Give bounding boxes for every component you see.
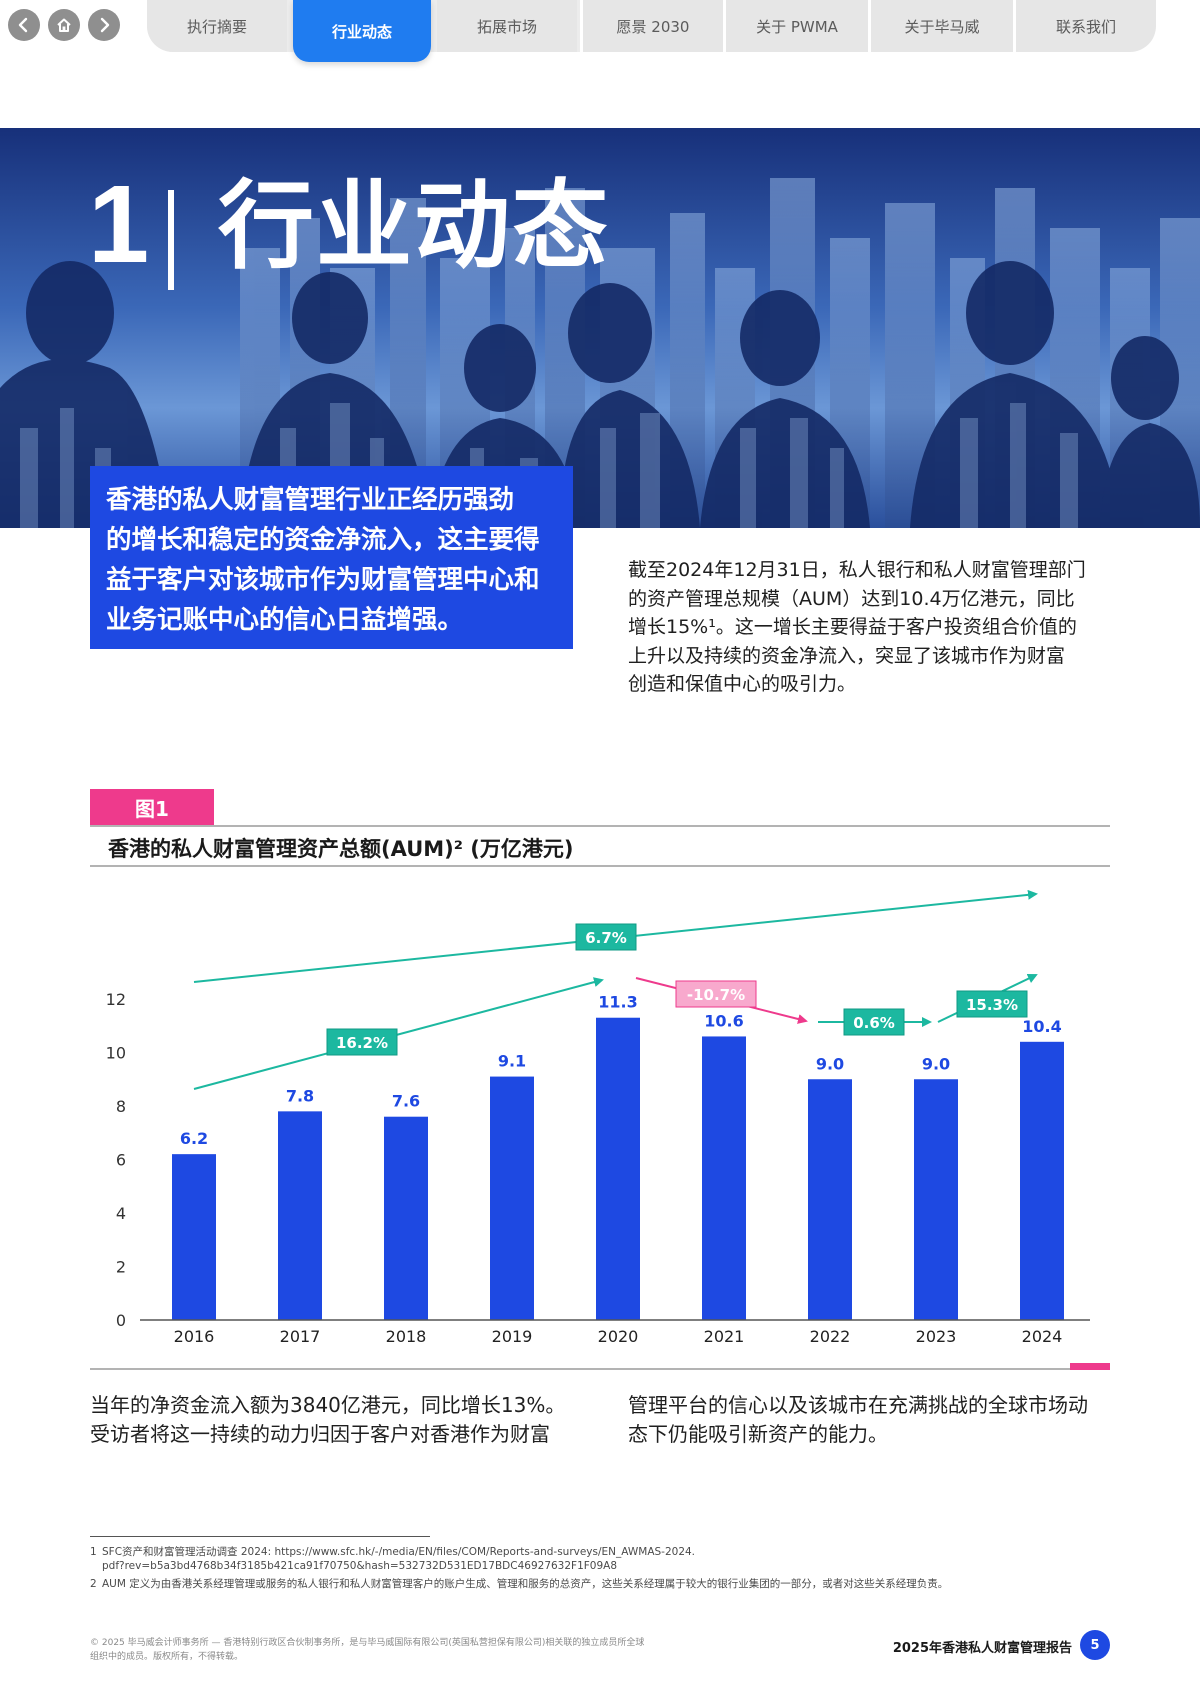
copyright-notice: © 2025 毕马威会计师事务所 — 香港特别行政区合伙制事务所，是与毕马威国际… xyxy=(90,1636,710,1664)
bar-2019 xyxy=(490,1076,534,1320)
growth-rate-badge xyxy=(675,980,757,1008)
tab-vision-2030[interactable]: 愿景 2030 xyxy=(580,0,723,52)
intro-line: 截至2024年12月31日，私人银行和私人财富管理部门 xyxy=(628,559,1086,581)
footnote-number: 2 xyxy=(90,1578,97,1590)
tab-industry-dynamics[interactable]: 行业动态 xyxy=(293,0,431,62)
y-tick-label: 2 xyxy=(116,1258,126,1277)
figure-tag: 图1 xyxy=(90,789,214,825)
data-label: 11.3 xyxy=(598,993,637,1012)
forward-button[interactable] xyxy=(88,9,120,41)
back-icon xyxy=(18,17,28,33)
back-button[interactable] xyxy=(8,9,40,41)
intro-line: 创造和保值中心的吸引力。 xyxy=(628,673,857,695)
growth-rate-label: 15.3% xyxy=(966,996,1018,1014)
y-tick-label: 6 xyxy=(116,1151,126,1170)
data-label: 7.8 xyxy=(286,1086,314,1105)
x-tick-label: 2016 xyxy=(174,1327,215,1346)
body-line: 态下仍能吸引新资产的能力。 xyxy=(628,1422,888,1446)
intro-line: 上升以及持续的资金净流入，突显了该城市作为财富 xyxy=(628,644,1066,667)
body-line: 当年的净资金流入额为3840亿港元，同比增长13%。 xyxy=(90,1393,566,1417)
bar-2021 xyxy=(702,1036,746,1320)
title-divider xyxy=(168,190,174,290)
home-button[interactable] xyxy=(48,9,80,41)
footnote-1: 1 SFC资产和财富管理活动调查 2024: https://www.sfc.h… xyxy=(90,1545,1090,1573)
x-tick-label: 2022 xyxy=(810,1327,851,1346)
y-tick-label: 12 xyxy=(106,990,126,1009)
y-tick-label: 8 xyxy=(116,1097,126,1116)
callout-line: 益于客户对该城市作为财富管理中心和 xyxy=(106,565,540,595)
growth-rate-label: -10.7% xyxy=(687,986,745,1004)
y-tick-label: 10 xyxy=(106,1044,126,1063)
figure-title: 香港的私人财富管理资产总额(AUM)² (万亿港元) xyxy=(108,837,574,861)
callout-line: 香港的私人财富管理行业正经历强劲 xyxy=(106,485,515,515)
x-tick-label: 2017 xyxy=(280,1327,321,1346)
body-line: 受访者将这一持续的动力归因于客户对香港作为财富 xyxy=(90,1422,550,1446)
footnote-2: 2 AUM 定义为由香港关系经理管理或服务的私人银行和私人财富管理客户的账户生成… xyxy=(90,1577,1110,1591)
section-title: 行业动态 xyxy=(218,170,610,282)
bar-2022 xyxy=(808,1079,852,1320)
growth-rate-badge xyxy=(575,923,637,951)
growth-rate-badge xyxy=(326,1028,398,1056)
footnote-text: SFC资产和财富管理活动调查 2024: https://www.sfc.hk/… xyxy=(102,1546,696,1558)
footnote-text: pdf?rev=b5a3bd4768b34f3185b421ca91f70750… xyxy=(102,1560,618,1572)
growth-rate-label: 0.6% xyxy=(853,1014,895,1032)
footnote-number: 1 xyxy=(90,1546,97,1558)
growth-arrow xyxy=(193,977,604,1090)
figure-top-rule xyxy=(90,825,1110,827)
callout-line: 的增长和稳定的资金净流入，这主要得 xyxy=(106,525,540,555)
y-tick-label: 4 xyxy=(116,1204,126,1223)
bar-2024 xyxy=(1020,1041,1064,1320)
x-tick-label: 2020 xyxy=(598,1327,639,1346)
intro-line: 增长15%¹。这一增长主要得益于客户投资组合价值的 xyxy=(628,616,1077,638)
x-tick-label: 2023 xyxy=(916,1327,957,1346)
body-line: 管理平台的信心以及该城市在充满挑战的全球市场动 xyxy=(628,1393,1088,1417)
copyright-line: © 2025 毕马威会计师事务所 — 香港特别行政区合伙制事务所，是与毕马威国际… xyxy=(90,1638,645,1648)
data-label: 9.1 xyxy=(498,1052,526,1071)
aum-bar-chart: 6.7% 16.2% -10.7% 0.6% 15.3% 6.2 7.8 7.6 9.1 11.… xyxy=(106,889,1090,1346)
tab-executive-summary[interactable]: 执行摘要 xyxy=(147,0,287,52)
data-label: 9.0 xyxy=(922,1054,950,1073)
data-label: 10.6 xyxy=(704,1011,743,1030)
footnote-rule xyxy=(90,1536,430,1537)
footnote-text: AUM 定义为由香港关系经理管理或服务的私人银行和私人财富管理客户的账户生成、管… xyxy=(102,1578,949,1590)
growth-rate-label: 6.7% xyxy=(585,929,627,947)
home-icon xyxy=(57,18,71,32)
callout-line: 业务记账中心的信心日益增强。 xyxy=(106,605,464,635)
x-tick-label: 2021 xyxy=(704,1327,745,1346)
data-label: 7.6 xyxy=(392,1092,420,1111)
body-left-column: 当年的净资金流入额为3840亿港元，同比增长13%。 受访者将这一持续的动力归因… xyxy=(90,1391,590,1449)
x-tick-label: 2024 xyxy=(1022,1327,1063,1346)
bar-2020 xyxy=(596,1017,640,1320)
growth-rate-label: 16.2% xyxy=(336,1034,388,1052)
page-number: 5 xyxy=(1080,1630,1110,1660)
growth-rate-badge xyxy=(956,990,1028,1018)
data-label: 10.4 xyxy=(1022,1017,1061,1036)
y-tick-label: 0 xyxy=(116,1311,126,1330)
figure-bottom-rule xyxy=(90,1368,1110,1370)
figure-end-marker xyxy=(1070,1363,1110,1370)
report-name: 2025年香港私人财富管理报告 xyxy=(892,1641,1072,1656)
copyright-line: 组织中的成员。版权所有，不得转载。 xyxy=(90,1652,244,1662)
data-label: 9.0 xyxy=(816,1054,844,1073)
x-tick-label: 2019 xyxy=(492,1327,533,1346)
body-right-column: 管理平台的信心以及该城市在充满挑战的全球市场动 态下仍能吸引新资产的能力。 xyxy=(628,1391,1110,1449)
growth-rate-badge xyxy=(843,1008,905,1036)
section-number: 1 xyxy=(88,163,150,286)
bar-2017 xyxy=(278,1111,322,1320)
bar-2023 xyxy=(914,1079,958,1320)
tab-about-pwma[interactable]: 关于 PWMA xyxy=(723,0,868,52)
forward-icon xyxy=(100,17,110,33)
bar-2016 xyxy=(172,1154,216,1320)
intro-line: 的资产管理总规模（AUM）达到10.4万亿港元，同比 xyxy=(628,587,1075,610)
tab-about-kpmg[interactable]: 关于毕马威 xyxy=(868,0,1013,52)
tab-expanding-markets[interactable]: 拓展市场 xyxy=(437,0,577,52)
data-label: 6.2 xyxy=(180,1129,208,1148)
callout-box: 香港的私人财富管理行业正经历强劲 的增长和稳定的资金净流入，这主要得 益于客户对… xyxy=(90,466,573,649)
bar-2018 xyxy=(384,1116,428,1320)
intro-paragraph: 截至2024年12月31日，私人银行和私人财富管理部门 的资产管理总规模（AUM… xyxy=(628,556,1108,699)
figure-title-rule xyxy=(90,865,1110,867)
tab-contact-us[interactable]: 联系我们 xyxy=(1013,0,1156,52)
x-tick-label: 2018 xyxy=(386,1327,427,1346)
